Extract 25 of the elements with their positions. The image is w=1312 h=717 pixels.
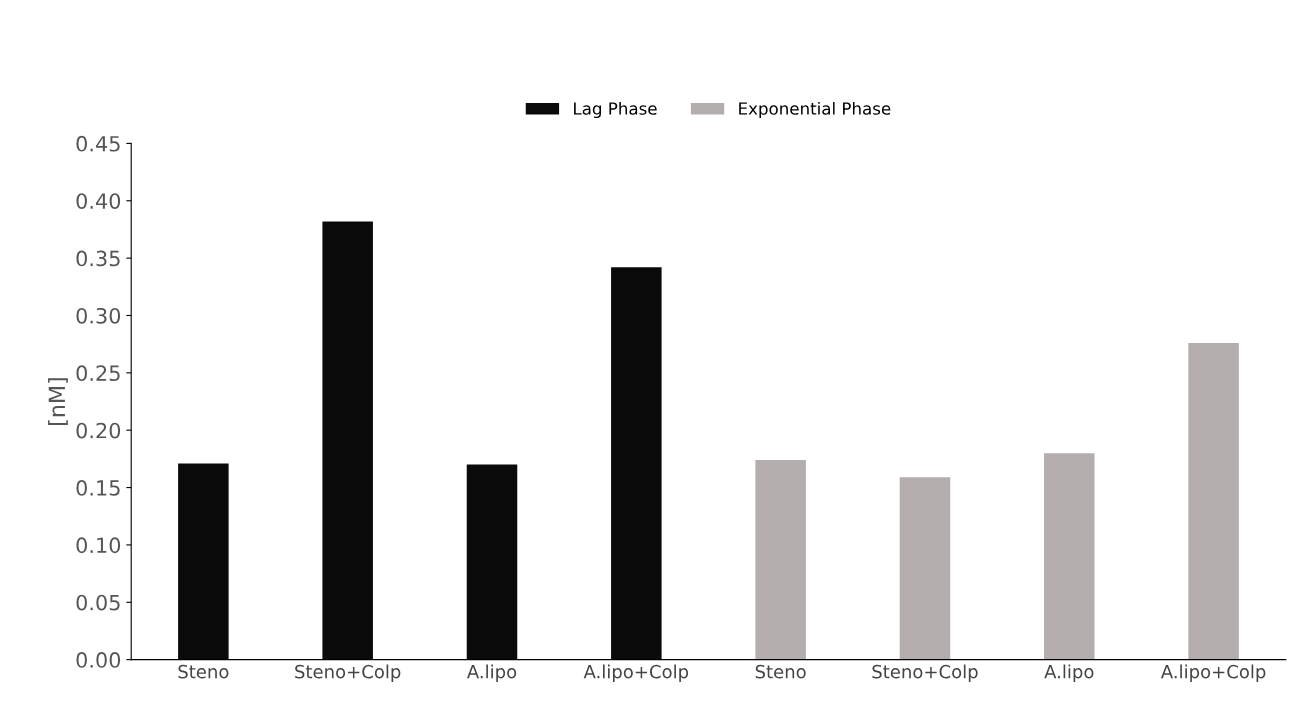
x-tick-label: Steno: [755, 664, 806, 679]
y-tick-label: 0.25: [76, 365, 120, 382]
x-tick-label: A.lipo+Colp: [1160, 664, 1266, 682]
x-tick-label: A.lipo: [466, 664, 517, 682]
bar: [755, 460, 806, 660]
legend-label: Lag Phase: [574, 101, 657, 119]
y-tick-label: 0.15: [76, 480, 120, 496]
y-tick-label: 0.00: [76, 652, 121, 668]
x-tick-label: A.lipo+Colp: [583, 664, 689, 682]
y-tick-label: 0.20: [76, 422, 121, 439]
x-tick-label: A.lipo: [1044, 664, 1094, 682]
y-tick-label: 0.30: [76, 307, 121, 324]
x-tick-label: Steno+Colp: [872, 664, 978, 682]
x-tick-label: Steno: [178, 664, 229, 679]
y-tick-label: 0.45: [76, 135, 120, 152]
y-tick-label: 0.05: [76, 594, 120, 611]
y-tick-label: 0.40: [76, 193, 121, 209]
y-tick-label: 0.35: [76, 250, 120, 267]
legend-label: Exponential Phase: [739, 101, 891, 119]
x-tick-label: Steno+Colp: [295, 664, 401, 682]
y-axis-title: [nM]: [48, 378, 68, 425]
bar: [1044, 453, 1095, 660]
bar: [1188, 343, 1239, 660]
bar: [899, 477, 951, 660]
y-tick-label: 0.10: [76, 537, 121, 554]
